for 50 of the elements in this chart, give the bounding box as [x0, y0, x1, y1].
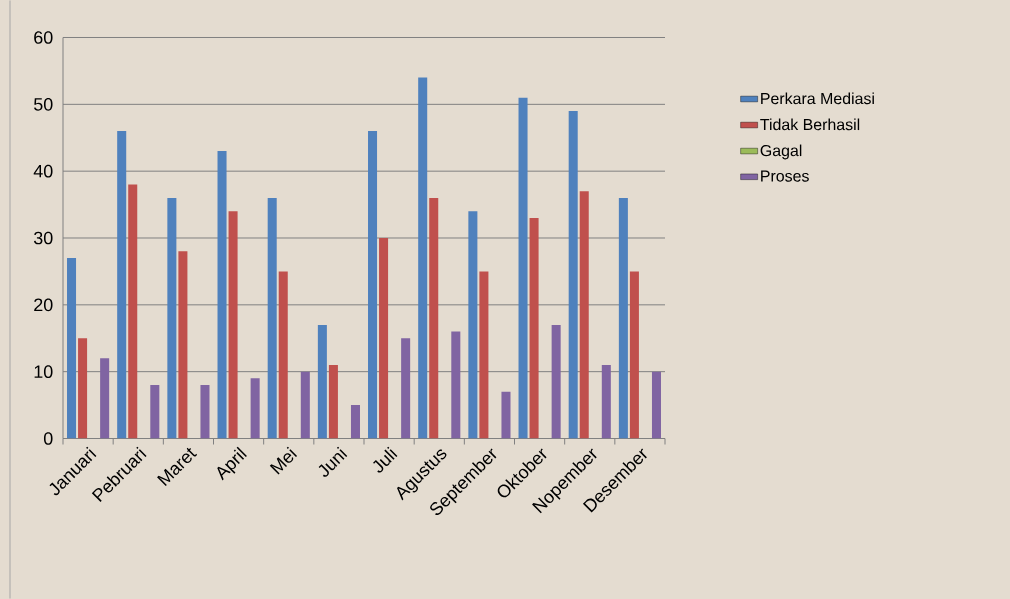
- y-tick-label: 10: [34, 365, 53, 379]
- bar: [429, 197, 439, 439]
- bar: [250, 378, 260, 439]
- bar: [629, 271, 639, 439]
- bar: [368, 131, 378, 439]
- bar: [300, 371, 310, 439]
- bar: [317, 324, 327, 439]
- bar: [178, 251, 188, 439]
- legend-label: Tidak Berhasil: [760, 118, 860, 131]
- bar: [128, 184, 138, 439]
- bar: [78, 338, 88, 439]
- bar: [167, 197, 177, 439]
- bar: [651, 371, 661, 439]
- bar: [379, 238, 389, 439]
- bar: [100, 358, 110, 439]
- x-tick-label: Juni: [318, 446, 348, 477]
- bar: [278, 271, 288, 439]
- bar: [401, 338, 411, 439]
- bar: [501, 391, 511, 439]
- bar: [150, 385, 160, 439]
- y-tick-label: 20: [34, 298, 53, 312]
- legend-label: Perkara Mediasi: [761, 92, 874, 105]
- bar: [418, 77, 428, 439]
- x-tick-label: Juli: [373, 446, 398, 473]
- bar: [579, 191, 589, 439]
- bar: [228, 211, 238, 439]
- bar: [200, 385, 210, 439]
- bar: [468, 211, 478, 439]
- bar: [67, 258, 77, 439]
- y-tick-label: 50: [34, 97, 53, 111]
- y-tick-label: 0: [43, 432, 53, 445]
- bar: [451, 331, 461, 439]
- bar: [518, 97, 528, 439]
- bar: [350, 405, 360, 439]
- legend-label: Proses: [761, 170, 809, 182]
- bar: [217, 151, 227, 439]
- bar: [117, 131, 127, 439]
- y-tick-label: 40: [33, 164, 53, 178]
- bar: [529, 217, 539, 439]
- bar: [618, 197, 628, 439]
- y-tick-label: 60: [34, 31, 53, 44]
- bar: [601, 364, 611, 439]
- bar: [551, 324, 561, 439]
- y-tick-label: 30: [33, 231, 53, 245]
- bar: [328, 364, 338, 439]
- x-tick-label: Mei: [269, 446, 298, 475]
- bar: [267, 197, 277, 439]
- bar: [568, 111, 578, 439]
- legend-label: Gagal: [760, 144, 802, 160]
- bar: [479, 271, 489, 439]
